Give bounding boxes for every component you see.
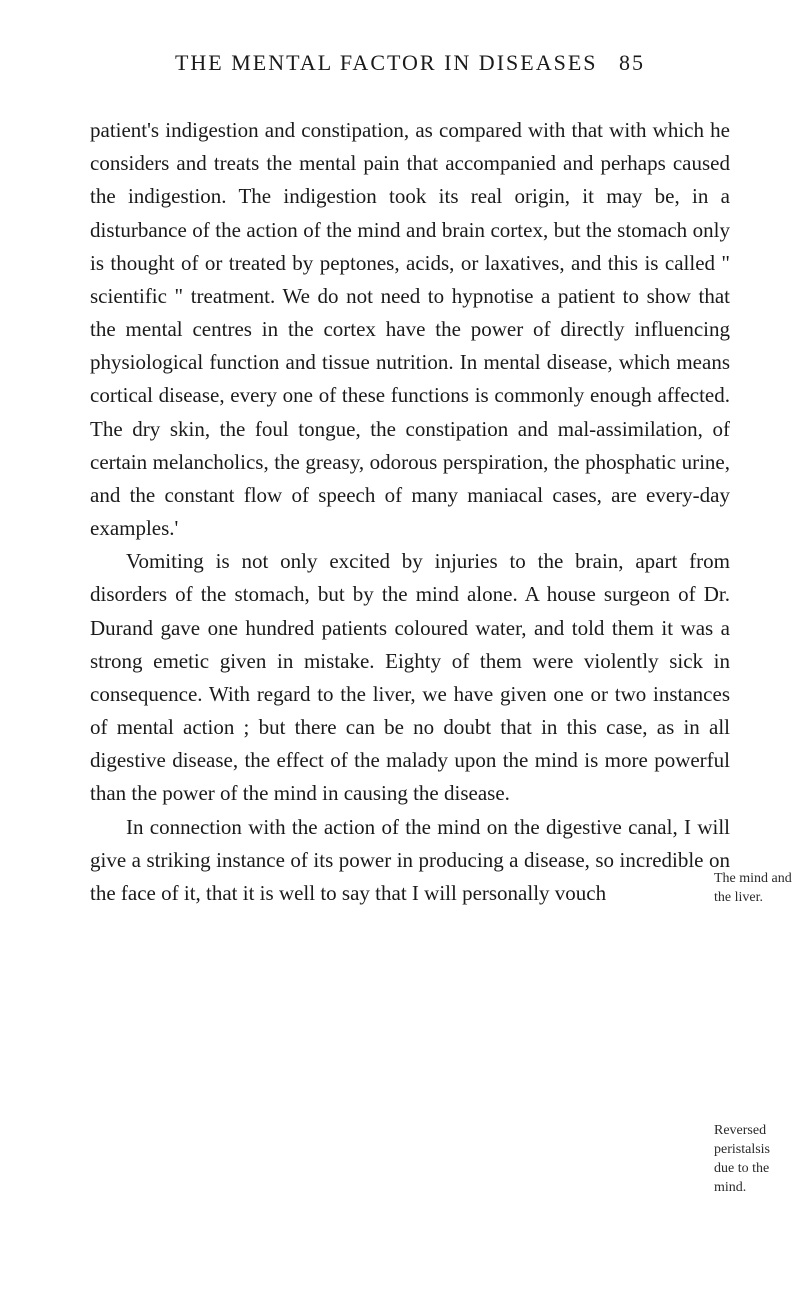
body-text: patient's indigestion and constipation, … xyxy=(90,114,730,910)
paragraph-2: Vomiting is not only excited by injuries… xyxy=(90,545,730,810)
margin-note-liver: The mind and the liver. xyxy=(714,870,792,908)
page-header: THE MENTAL FACTOR IN DISEASES 85 xyxy=(90,50,730,76)
paragraph-3: In connection with the action of the min… xyxy=(90,811,730,911)
margin-note-peristalsis: Reversed peristalsis due to the mind. xyxy=(714,1122,792,1198)
paragraph-1: patient's indigestion and constipation, … xyxy=(90,114,730,545)
header-title: THE MENTAL FACTOR IN DISEASES xyxy=(175,50,598,75)
page-number: 85 xyxy=(619,50,645,75)
